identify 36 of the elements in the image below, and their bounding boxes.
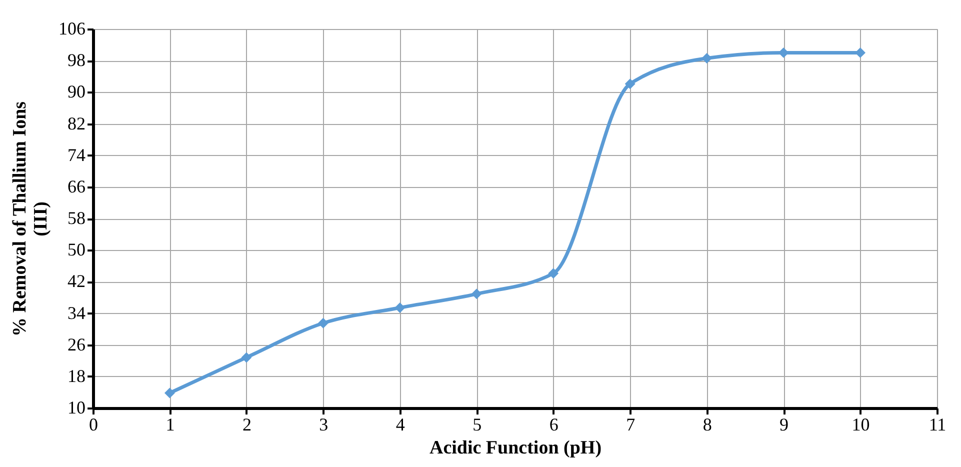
y-tick-label: 50 — [68, 240, 86, 260]
y-tick-label: 82 — [68, 113, 86, 134]
x-axis-title: Acidic Function (pH) — [429, 438, 602, 458]
point — [624, 78, 636, 90]
point — [471, 288, 482, 300]
point — [164, 388, 175, 398]
x-tick-label: 5 — [472, 414, 482, 434]
y-tick-label: 58 — [68, 208, 86, 228]
x-tick-label: 10 — [852, 414, 870, 434]
x-tick-label: 0 — [89, 414, 98, 434]
point — [702, 52, 712, 64]
x-tick-label: 4 — [396, 414, 405, 434]
point — [548, 268, 559, 279]
point — [855, 47, 866, 58]
y-tick-label: 10 — [68, 398, 86, 418]
x-tick-label: 1 — [166, 414, 175, 434]
y-tick-label: 34 — [68, 302, 86, 323]
point — [318, 318, 328, 328]
y-axis-title: % Removal of Thallium Ions (III) — [10, 101, 52, 337]
point — [241, 352, 252, 363]
x-tick-label: 7 — [626, 414, 636, 434]
x-tick-label: 2 — [242, 414, 252, 434]
y-tick-label: 42 — [68, 271, 86, 292]
y-tick-label: 90 — [68, 82, 86, 102]
y-tick-label: 74 — [68, 144, 86, 165]
y-tick-label: 98 — [68, 50, 86, 70]
x-tick-label: 11 — [928, 414, 946, 434]
y-tick-label: 18 — [68, 366, 86, 386]
x-tick-label: 9 — [780, 414, 789, 434]
y-tick-label: 66 — [68, 176, 86, 196]
x-tick-label: 8 — [702, 414, 712, 434]
point — [394, 302, 406, 313]
y-tick-label: 26 — [68, 334, 86, 354]
x-tick-label: 3 — [319, 414, 328, 434]
y-tick-label: 106 — [58, 18, 86, 38]
x-tick-label: 6 — [549, 414, 558, 434]
